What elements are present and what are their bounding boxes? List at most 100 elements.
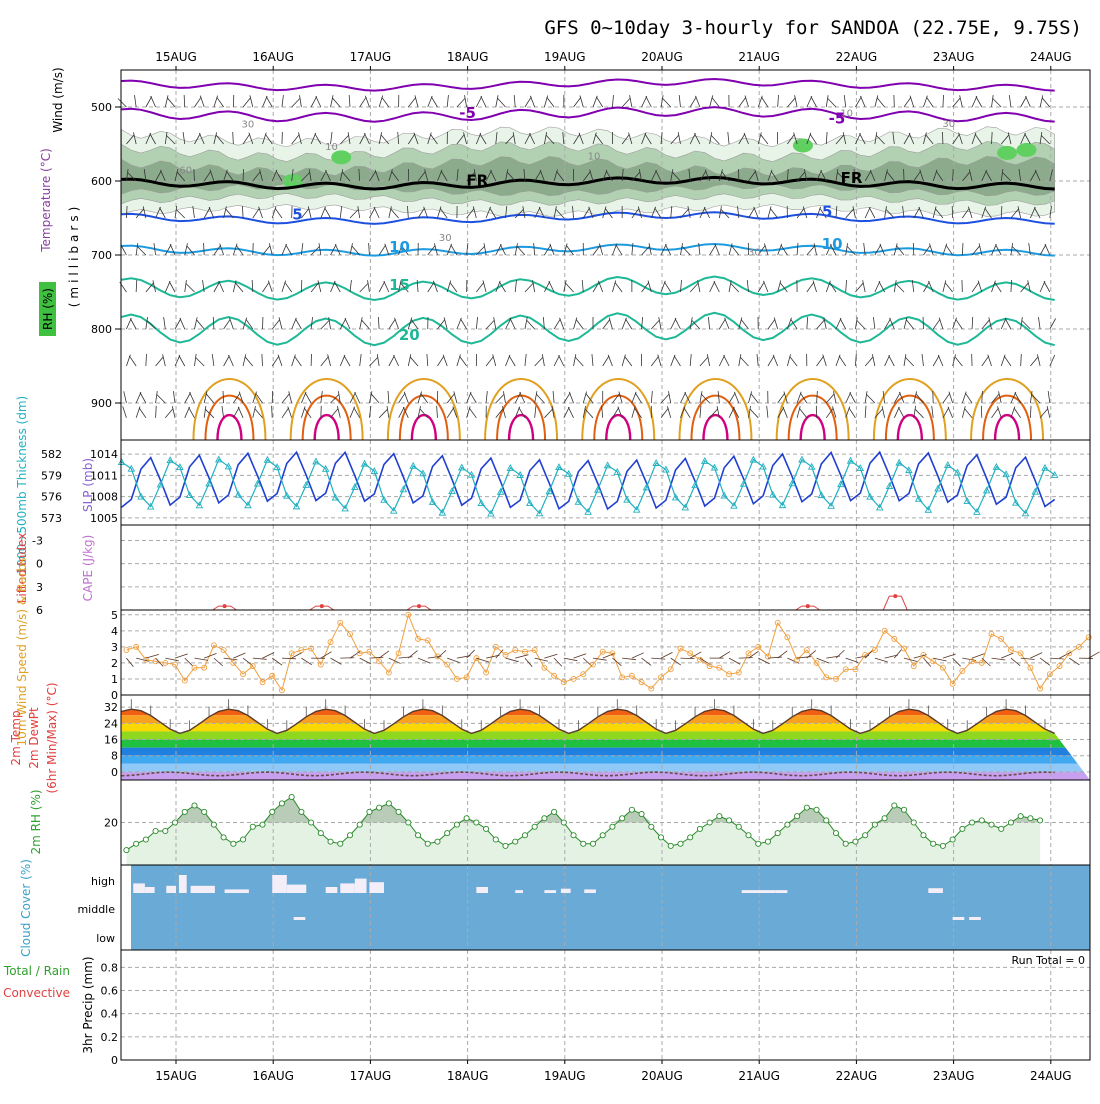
ytick-label: 3 (111, 641, 118, 654)
wind-barb (506, 658, 519, 662)
cloud-high-bar (515, 890, 523, 893)
wind-barb (622, 658, 636, 660)
wind-barb (751, 394, 758, 403)
wind-barb (173, 391, 175, 403)
wind-barb (813, 281, 817, 292)
ytick-label: 24 (104, 717, 118, 730)
wind-barb (906, 320, 914, 329)
wind-barb (494, 317, 496, 329)
wind-barb (262, 354, 263, 366)
wind-barb (263, 653, 275, 659)
wind-barb (305, 393, 311, 403)
wind-barb (454, 391, 457, 403)
ytick-label: 0 (36, 558, 43, 571)
wind-barb (690, 317, 692, 329)
wind-barb (875, 95, 878, 107)
wind-barb (839, 356, 846, 366)
wind-barb (875, 658, 888, 662)
wind-barb (535, 406, 536, 418)
wind-barb (535, 658, 548, 661)
warm-plume-1 (691, 396, 739, 440)
rh-marker (940, 843, 945, 848)
li-marker (806, 604, 810, 608)
wind-barb (389, 355, 395, 366)
rh-marker (697, 826, 702, 831)
ytick-label: 0 (111, 766, 118, 779)
rh-marker (211, 822, 216, 827)
li-marker (893, 594, 897, 598)
wind-barb (671, 206, 672, 218)
wind-barb (377, 354, 379, 366)
wind-barb (642, 96, 647, 107)
wind-barb (763, 281, 767, 292)
wind-barb (615, 282, 622, 292)
wind-barb (515, 392, 520, 403)
warm-plume-2 (412, 415, 436, 440)
ylabel-slp: SLP (mb) (81, 458, 95, 512)
wind-barb (576, 319, 583, 329)
rh-marker (250, 824, 255, 829)
wind-barb (807, 317, 808, 329)
rh-marker (357, 822, 362, 827)
wind-barb (846, 280, 847, 292)
wind-barb (530, 96, 534, 107)
wind-barb (534, 243, 535, 255)
wind-barb (212, 354, 214, 366)
rh-marker (415, 833, 420, 838)
wind-barb (768, 356, 774, 366)
wind-barb (292, 98, 300, 107)
wind-barb (943, 280, 946, 292)
wind-barb (982, 356, 989, 366)
wind-barb (877, 98, 885, 107)
wind-barb (872, 354, 874, 366)
wind-barb (172, 406, 175, 418)
date-label-bottom: 15AUG (155, 1069, 197, 1083)
wind-barb (741, 320, 748, 329)
warm-plume-0 (291, 379, 363, 440)
wind-barb (807, 96, 812, 107)
wind-barb (817, 356, 824, 366)
contour-label: 15 (389, 276, 410, 294)
warm-plume-0 (777, 379, 849, 440)
wind-barb (710, 281, 715, 292)
wind-barb (865, 207, 870, 218)
rh-marker (134, 841, 139, 846)
wind-barb (542, 354, 544, 366)
wind-barb (384, 281, 389, 292)
ylabel-precip: 3hr Precip (mm) (81, 956, 95, 1053)
wind-barb (844, 95, 845, 107)
wind-barb (437, 406, 438, 418)
ytick-label: 16 (104, 734, 118, 747)
contour-15c (122, 277, 1055, 300)
rh-marker (474, 820, 479, 825)
wind-barb (778, 95, 779, 107)
wind-barb (846, 392, 851, 403)
rh-marker (833, 831, 838, 836)
wind-barb (196, 320, 204, 329)
rh-marker (746, 833, 751, 838)
wind-barb (266, 97, 272, 107)
wind-barb (379, 281, 385, 292)
wind-barb (739, 658, 753, 659)
wind-barb (408, 98, 415, 107)
wind-barb (476, 283, 483, 292)
wind-barb (715, 244, 719, 255)
wind-barb (167, 98, 175, 107)
rh-marker (182, 809, 187, 814)
temp-band (121, 740, 1090, 748)
wind-barb (368, 280, 370, 292)
warm-plume-1 (497, 396, 545, 440)
wind-barb (427, 354, 428, 366)
wind-barb (321, 320, 329, 329)
cloud-high-bar (544, 890, 556, 893)
wind-barb (651, 356, 658, 366)
wind-barb (761, 97, 768, 107)
wind-barb (1026, 96, 1031, 107)
wind-barb (768, 206, 771, 218)
wind-barb (1030, 357, 1038, 366)
wind-barb (910, 96, 914, 107)
wind-barb (282, 408, 289, 418)
warm-plume-2 (898, 415, 922, 440)
wind-barb (447, 658, 459, 663)
